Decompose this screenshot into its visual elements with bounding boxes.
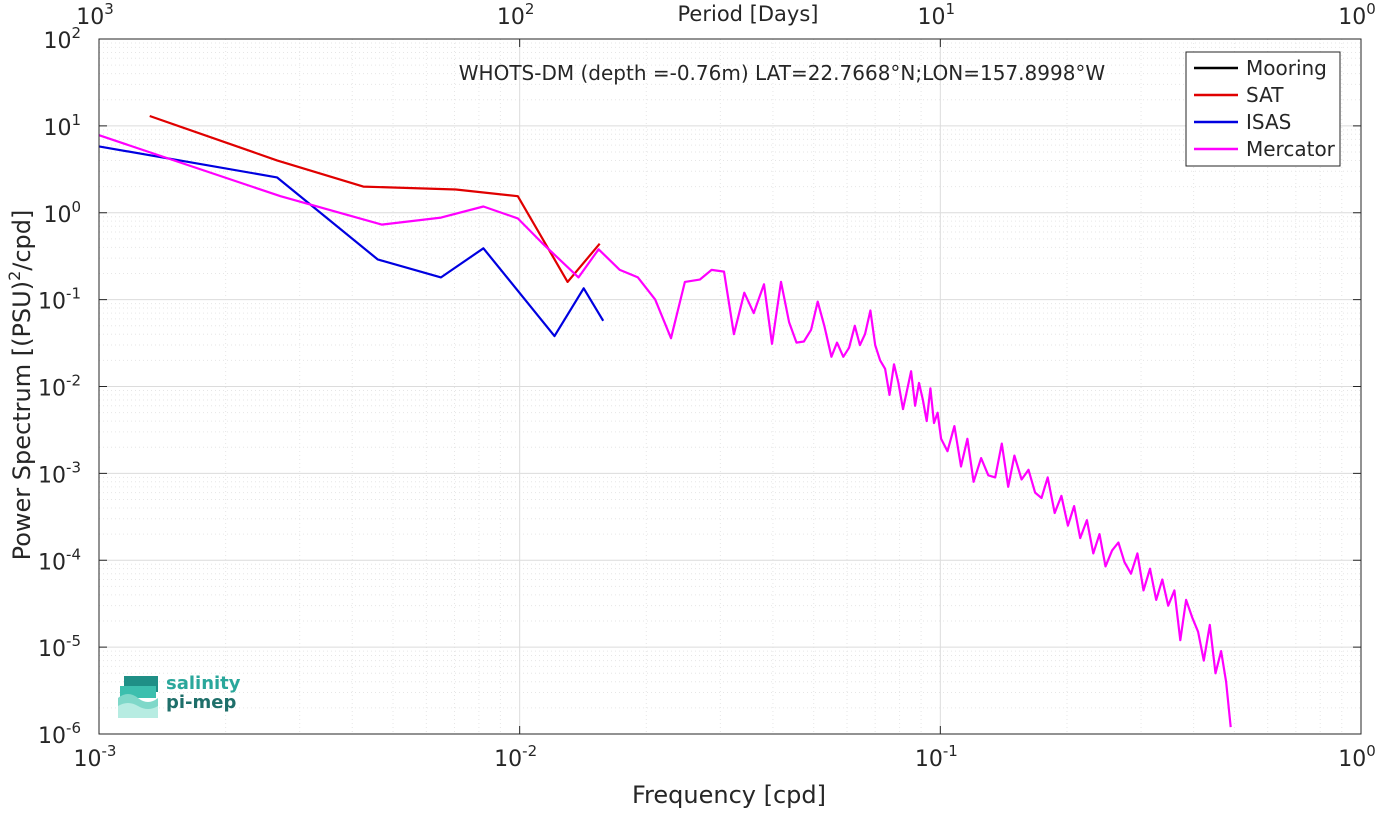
- y-tick-label: 101: [43, 111, 81, 141]
- y-tick-label: 10-6: [38, 719, 81, 749]
- top-axis-label: Period [Days]: [678, 2, 819, 26]
- series-line-mercator: [98, 134, 1232, 728]
- ticks-layer: [98, 38, 1362, 735]
- x-tick-label: 10-1: [915, 742, 958, 772]
- series-line-isas: [98, 145, 605, 338]
- legend-box: [1185, 51, 1341, 167]
- logo-line2: pi-mep: [166, 692, 237, 713]
- legend-label-sat: SAT: [1246, 83, 1284, 107]
- x-tick-label: 10-2: [494, 742, 537, 772]
- top-tick-label: 100: [1338, 0, 1376, 30]
- series-layer: [98, 114, 1232, 728]
- logo-line1: salinity: [166, 673, 241, 694]
- x-tick-label: 10-3: [74, 742, 117, 772]
- top-tick-label: 103: [76, 0, 114, 30]
- y-tick-label: 10-4: [38, 545, 81, 575]
- logo-waves-icon: [118, 676, 158, 718]
- top-tick-label: 102: [497, 0, 535, 30]
- y-axis-label: Power Spectrum [(PSU)2/cpd]: [5, 210, 36, 561]
- major-grid: [98, 38, 1362, 735]
- legend: Mooring SAT ISAS Mercator: [1185, 51, 1341, 167]
- legend-label-mercator: Mercator: [1246, 137, 1336, 161]
- chart-title: WHOTS-DM (depth =-0.76m) LAT=22.7668°N;L…: [459, 61, 1106, 85]
- series-line-sat: [149, 114, 601, 283]
- y-tick-label: 10-5: [38, 632, 81, 662]
- y-tick-label: 100: [43, 198, 81, 228]
- y-axis-label-main: Power Spectrum [(PSU): [8, 281, 36, 560]
- x-axis-label: Frequency [cpd]: [632, 781, 826, 809]
- y-axis-label-sup: 2: [5, 271, 24, 281]
- legend-label-mooring: Mooring: [1246, 56, 1327, 80]
- x-tick-label: 100: [1338, 742, 1376, 772]
- top-tick-label: 101: [918, 0, 956, 30]
- y-tick-label: 10-1: [38, 285, 81, 315]
- y-tick-label: 10-3: [38, 458, 81, 488]
- legend-label-isas: ISAS: [1246, 110, 1291, 134]
- y-axis-label-tail: /cpd]: [8, 210, 36, 271]
- y-tick-label: 10-2: [38, 372, 81, 402]
- salinity-pimep-logo: salinity pi-mep: [118, 672, 258, 722]
- y-tick-label: 102: [43, 24, 81, 54]
